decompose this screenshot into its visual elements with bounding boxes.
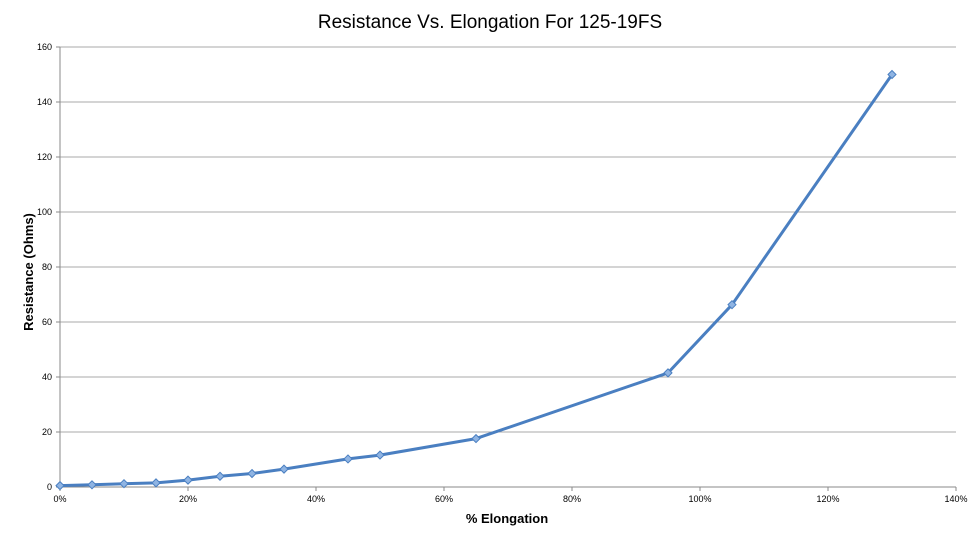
gridlines bbox=[60, 46, 956, 433]
data-point bbox=[119, 478, 129, 489]
x-tick-label: 120% bbox=[816, 494, 839, 504]
data-point bbox=[215, 471, 225, 481]
y-tick-label: 20 bbox=[42, 427, 52, 437]
y-tick-label: 40 bbox=[42, 372, 52, 382]
data-point bbox=[55, 480, 65, 491]
x-axis-label: % Elongation bbox=[466, 511, 548, 526]
y-tick-label: 100 bbox=[37, 207, 52, 217]
data-point bbox=[247, 468, 257, 479]
y-tick-label: 120 bbox=[37, 152, 52, 162]
chart-title: Resistance Vs. Elongation For 125-19FS bbox=[318, 12, 662, 33]
data-point bbox=[279, 464, 289, 474]
x-tick-label: 80% bbox=[563, 494, 581, 504]
x-tick-label: 20% bbox=[179, 494, 197, 504]
data-point bbox=[663, 368, 673, 378]
y-tick-label: 0 bbox=[47, 482, 52, 492]
data-point bbox=[471, 433, 481, 444]
y-tick-label: 140 bbox=[37, 97, 52, 107]
axes bbox=[56, 46, 957, 491]
x-tick-label: 60% bbox=[435, 494, 453, 504]
x-tick-label: 140% bbox=[944, 494, 967, 504]
x-tick-label: 40% bbox=[307, 494, 325, 504]
x-tick-label: 100% bbox=[688, 494, 711, 504]
y-tick-label: 60 bbox=[42, 317, 52, 327]
y-tick-labels: 0 20 40 60 80 100 120 140 160 bbox=[37, 42, 52, 492]
series bbox=[55, 69, 897, 491]
data-point bbox=[343, 454, 353, 464]
x-tick-labels: 0% 20% 40% 60% 80% 100% 120% 140% bbox=[53, 494, 967, 504]
data-point bbox=[887, 69, 897, 80]
data-point bbox=[151, 478, 161, 488]
y-axis-label: Resistance (Ohms) bbox=[21, 213, 36, 331]
data-point bbox=[183, 475, 193, 485]
data-point bbox=[727, 299, 737, 310]
data-point bbox=[87, 480, 97, 490]
data-point bbox=[375, 450, 385, 460]
y-tick-label: 80 bbox=[42, 262, 52, 272]
y-tick-label: 160 bbox=[37, 42, 52, 52]
series-line bbox=[58, 73, 894, 488]
x-tick-label: 0% bbox=[53, 494, 66, 504]
